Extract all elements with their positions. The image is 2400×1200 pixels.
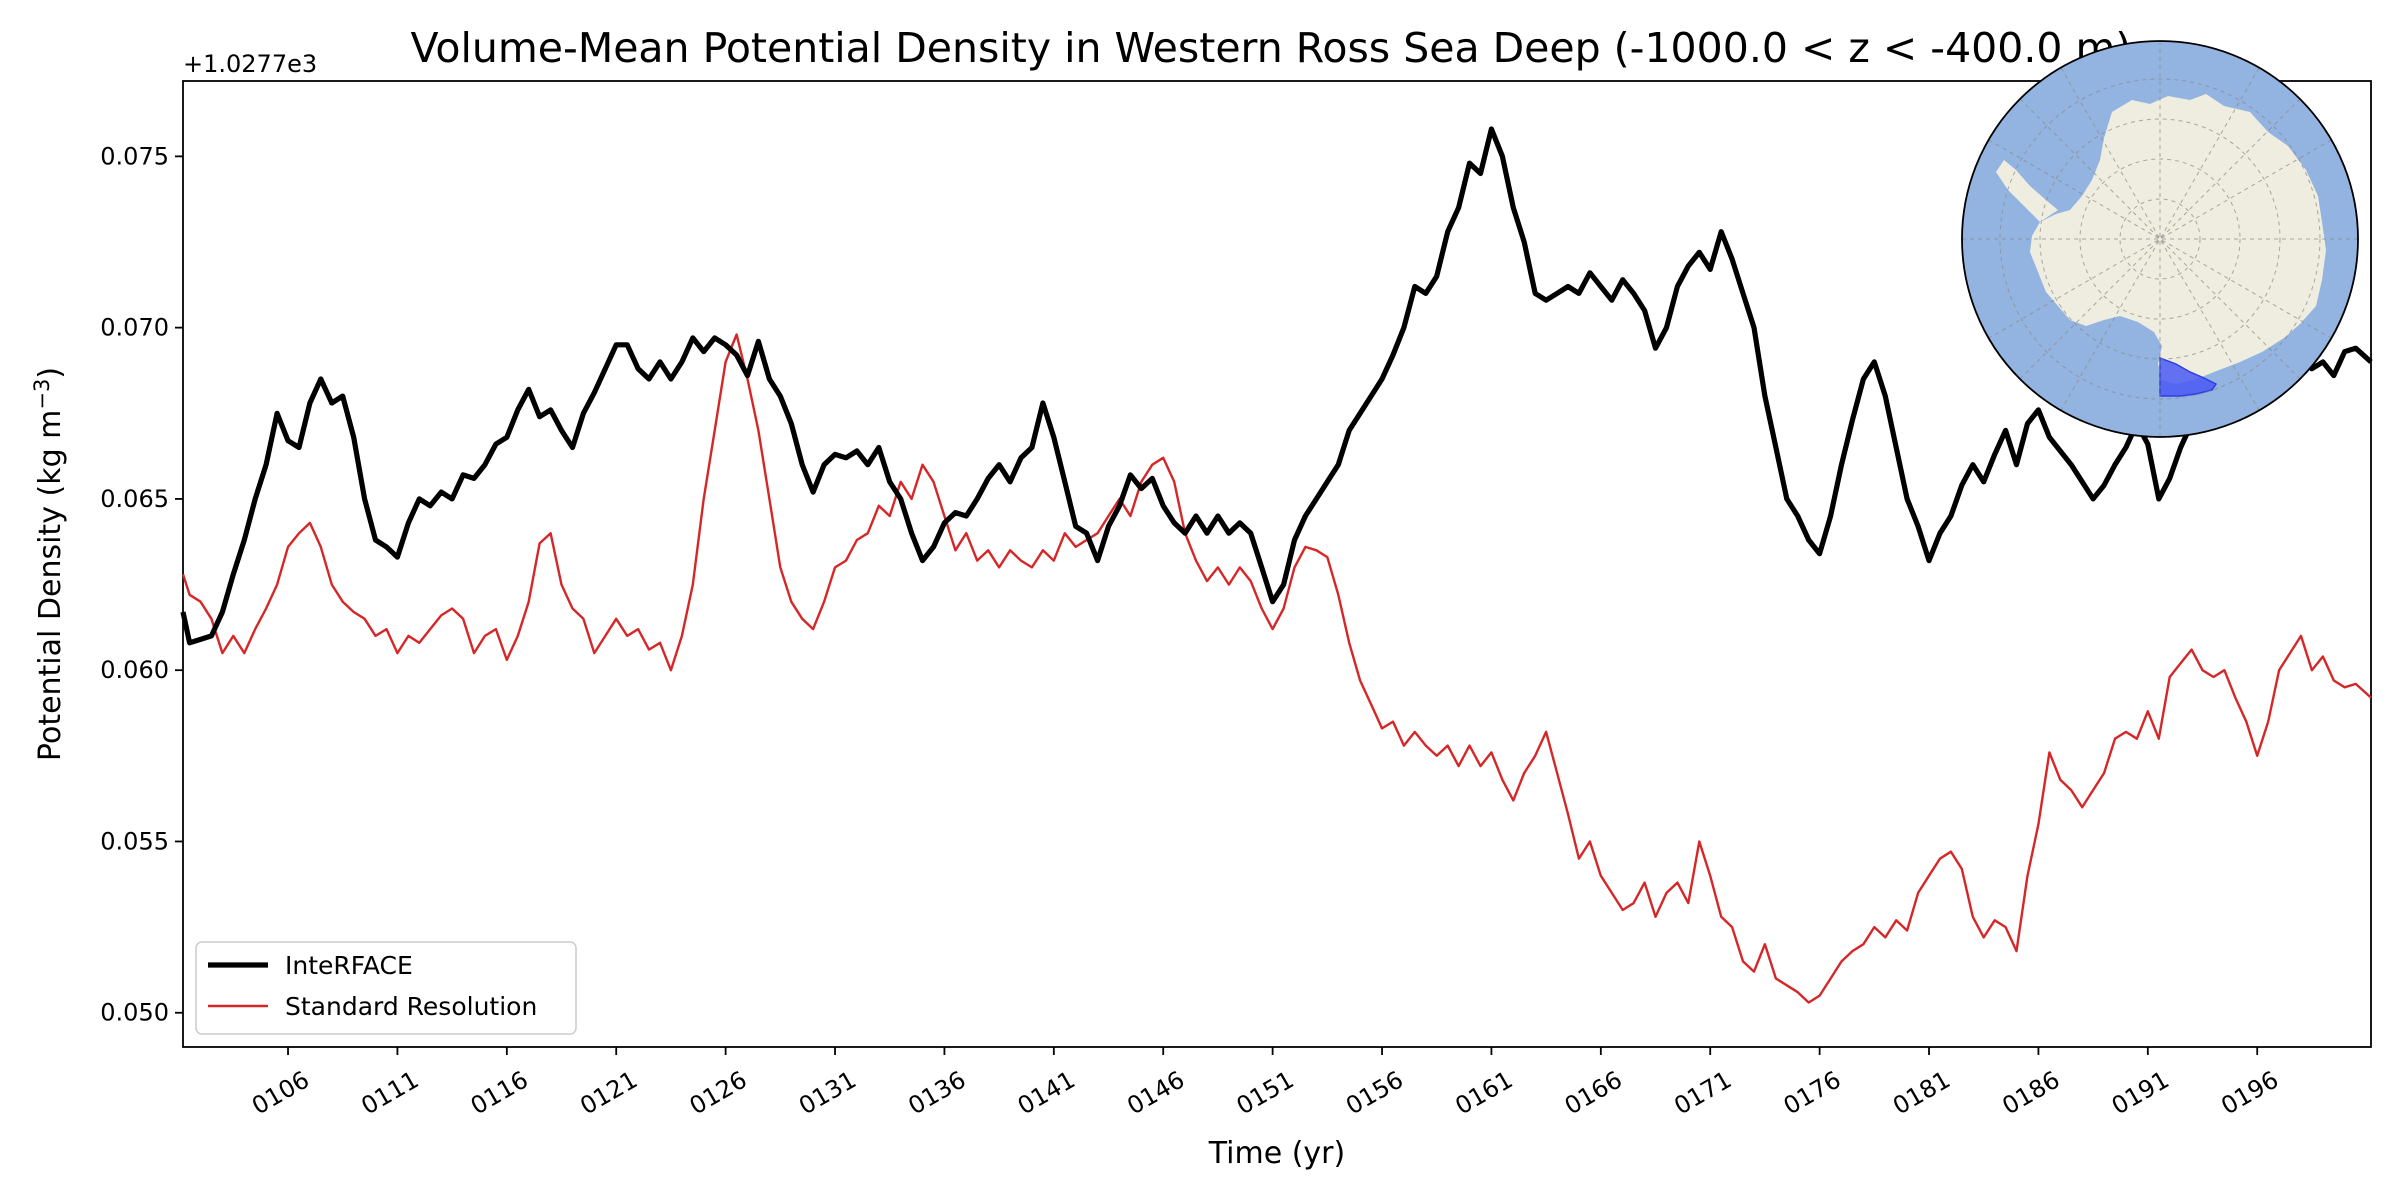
graticule <box>1962 41 2358 437</box>
y-axis-label-suffix: ) <box>33 367 68 379</box>
antarctic-peninsula <box>1996 160 2058 222</box>
y-offset-text: +1.0277e3 <box>183 50 317 78</box>
y-tick-label: 0.050 <box>100 999 169 1027</box>
legend-label-standard-resolution: Standard Resolution <box>285 992 537 1021</box>
plot-frame <box>182 80 2372 1048</box>
legend-label-interface: InteRFACE <box>285 951 413 980</box>
plot-area <box>180 126 2373 1004</box>
x-axis-label: Time (yr) <box>1208 1136 1345 1171</box>
y-axis-label-exponent: −3 <box>30 379 54 410</box>
y-tick-label: 0.055 <box>100 827 169 855</box>
y-tick-label: 0.060 <box>100 656 169 684</box>
series-line-interface <box>180 126 2373 646</box>
y-tick-label: 0.075 <box>100 142 169 170</box>
inset-map <box>1961 40 2359 438</box>
y-tick-label: 0.065 <box>100 485 169 513</box>
chart-title: Volume-Mean Potential Density in Western… <box>411 24 2132 72</box>
y-tick-label: 0.070 <box>100 314 169 342</box>
y-axis-label-main: Potential Density (kg m <box>33 410 68 761</box>
y-axis-label: Potential Density (kg m−3) <box>30 367 68 761</box>
y-ticks: 0.050 0.055 0.060 0.065 0.070 0.075 <box>100 142 183 1027</box>
legend: InteRFACE Standard Resolution <box>195 941 577 1035</box>
series-line-standard-resolution <box>181 333 2372 1004</box>
inset-map-border <box>1961 40 2359 438</box>
ross-sea-region <box>2159 356 2218 397</box>
legend-box <box>195 941 577 1035</box>
